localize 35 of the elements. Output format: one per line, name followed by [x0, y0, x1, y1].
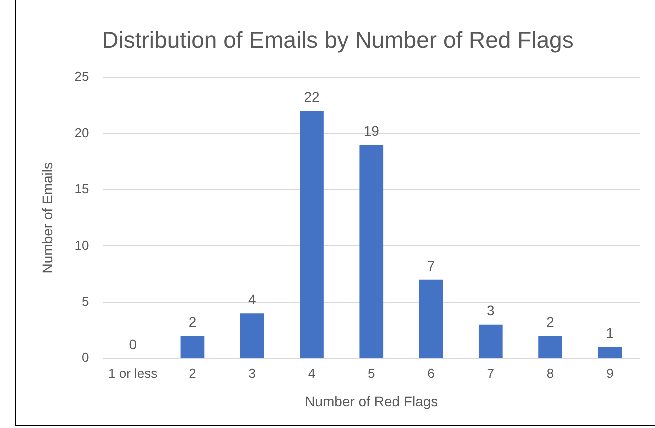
bar [180, 336, 205, 358]
x-tick-label: 3 [248, 366, 256, 381]
data-label: 22 [304, 89, 320, 106]
x-tick-label: 7 [487, 366, 495, 381]
x-axis-title: Number of Red Flags [305, 393, 438, 410]
data-label: 1 [606, 325, 614, 342]
x-tick-label: 8 [546, 366, 554, 381]
y-tick-label: 20 [74, 125, 90, 140]
x-tick-label: 4 [308, 366, 316, 381]
data-label: 2 [188, 314, 197, 330]
y-tick-label: 0 [82, 350, 90, 366]
bar [300, 111, 324, 358]
data-label: 2 [546, 314, 555, 330]
x-tick-label: 2 [189, 366, 196, 381]
bar [419, 280, 444, 358]
y-axis-title: Number of Emails [39, 162, 56, 274]
data-label: 4 [248, 292, 256, 308]
data-label: 3 [487, 302, 496, 319]
bar [478, 324, 503, 358]
x-tick-label: 5 [368, 366, 376, 381]
y-tick-label: 15 [74, 182, 90, 197]
chart-title: Distribution of Emails by Number of Red Flags [102, 27, 574, 54]
data-label: 0 [129, 336, 138, 352]
data-label: 19 [364, 122, 380, 139]
bar [538, 336, 562, 358]
y-tick-label: 10 [74, 238, 90, 253]
y-tick-label: 5 [82, 294, 90, 309]
y-tick-label: 25 [74, 69, 90, 84]
data-label: 7 [427, 258, 436, 274]
bar [240, 314, 264, 358]
x-tick-label: 1 or less [108, 366, 158, 381]
bar [360, 145, 384, 358]
bar [598, 347, 622, 358]
x-tick-label: 9 [606, 366, 614, 381]
x-tick-label: 6 [428, 366, 435, 381]
